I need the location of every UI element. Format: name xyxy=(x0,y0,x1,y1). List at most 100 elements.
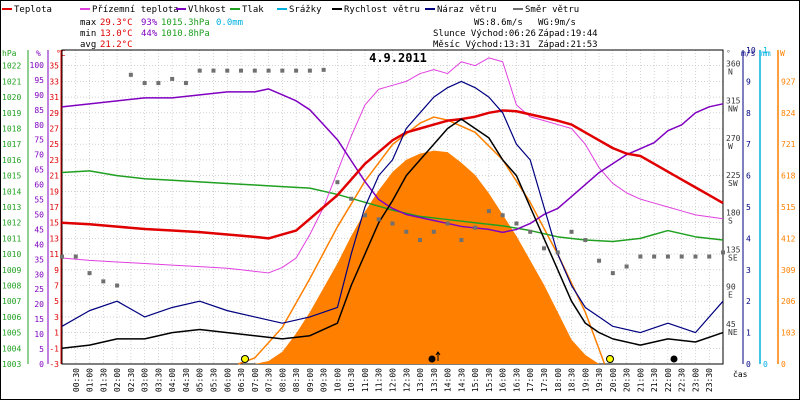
winddir-point xyxy=(445,221,450,226)
y-tick-solar: 0 xyxy=(781,360,786,369)
x-tick-label: 23:00 xyxy=(691,368,700,392)
moonrise-marker xyxy=(428,355,436,363)
y-tick-humidity: 20 xyxy=(34,300,44,309)
x-tick-label: 07:00 xyxy=(251,368,260,392)
y-tick-pressure: 1012 xyxy=(2,219,21,228)
y-tick-humidity: 30 xyxy=(34,270,44,279)
y-tick-temp: 23 xyxy=(49,156,59,165)
stat-min-press: 1010.8hPa xyxy=(161,29,210,39)
x-tick-label: 02:00 xyxy=(113,368,122,392)
x-tick-label: 14:00 xyxy=(444,368,453,392)
series-dewpoint-line xyxy=(61,57,724,274)
x-tick-label: 20:30 xyxy=(623,368,632,392)
axis-title-hpa: hPa xyxy=(2,49,17,58)
y-tick-humidity: 35 xyxy=(34,255,44,264)
y-tick-humidity: 0 xyxy=(39,360,44,369)
y-tick-direction-label: N xyxy=(728,68,733,77)
series-solar-area xyxy=(254,150,600,364)
y-tick-humidity: 70 xyxy=(34,151,44,160)
x-tick-label: 07:30 xyxy=(265,368,274,392)
x-tick-label: 22:30 xyxy=(678,368,687,392)
winddir-point xyxy=(486,209,491,214)
x-tick-label: 21:30 xyxy=(650,368,659,392)
stat-avg-label: avg xyxy=(80,40,96,50)
x-tick-label: 17:00 xyxy=(526,368,535,392)
x-tick-label: 12:00 xyxy=(389,368,398,392)
y-tick-pressure: 1004 xyxy=(2,344,21,353)
x-axis: 00:30 01:00 01:30 02:00 02:30 03:00 03:30 04:00… xyxy=(72,368,714,392)
plot-area xyxy=(60,57,725,365)
axis-title-w: W xyxy=(780,49,785,58)
x-tick-label: 13:30 xyxy=(430,368,439,392)
x-tick-label: 09:30 xyxy=(320,368,329,392)
winddir-point xyxy=(693,254,698,259)
winddir-point xyxy=(60,254,64,259)
winddir-point xyxy=(679,254,684,259)
y-tick-direction-label: NE xyxy=(728,328,738,337)
y-tick-humidity: 40 xyxy=(34,240,44,249)
y-tick-pressure: 1019 xyxy=(2,109,21,118)
y-tick-temp: 15 xyxy=(49,219,59,228)
y-tick-wind: 1 xyxy=(746,329,751,338)
winddir-point xyxy=(239,68,244,73)
y-tick-wind: 6 xyxy=(746,172,751,181)
x-tick-label: 19:00 xyxy=(581,368,590,392)
winddir-point xyxy=(197,68,202,73)
y-tick-pressure: 1021 xyxy=(2,77,21,86)
winddir-point xyxy=(431,229,436,234)
x-tick-label: 02:30 xyxy=(127,368,136,392)
stat-max-hum: 93% xyxy=(141,18,158,28)
winddir-point xyxy=(652,254,657,259)
y-tick-pressure: 1022 xyxy=(2,62,21,71)
x-tick-label: 06:30 xyxy=(237,368,246,392)
winddir-point xyxy=(555,250,560,255)
winddir-point xyxy=(514,221,519,226)
info-moon-set: Západ:21:53 xyxy=(538,40,598,50)
winddir-point xyxy=(528,229,533,234)
y-tick-pressure: 1007 xyxy=(2,297,21,306)
y-tick-wind: 5 xyxy=(746,203,751,212)
y-tick-temp: 35 xyxy=(49,62,59,71)
x-tick-label: 04:00 xyxy=(168,368,177,392)
legend-dewpoint: Přízemní teplota xyxy=(92,5,179,15)
y-tick-direction-deg: 45 xyxy=(726,320,736,329)
legend-rain: Srážky xyxy=(289,5,322,15)
stat-rain-total: 0.0mm xyxy=(216,18,243,28)
info-ws: WS:8.6m/s xyxy=(474,18,523,28)
y-tick-pressure: 1013 xyxy=(2,203,21,212)
x-tick-label: 01:00 xyxy=(86,368,95,392)
winddir-point xyxy=(541,246,546,251)
astro-markers xyxy=(241,351,678,363)
legend-temp: Teplota xyxy=(14,5,52,15)
winddir-point xyxy=(459,238,464,243)
x-tick-label: 00:30 xyxy=(72,368,81,392)
y-tick-temp: 1 xyxy=(54,329,59,338)
info-moon: Měsíc Východ:13:31 xyxy=(433,40,531,50)
winddir-point xyxy=(225,68,230,73)
winddir-point xyxy=(418,238,423,243)
x-tick-label: 11:00 xyxy=(361,368,370,392)
y-tick-humidity: 25 xyxy=(34,285,44,294)
x-tick-label: 05:30 xyxy=(209,368,218,392)
legend-winddir: Směr větru xyxy=(525,5,579,15)
y-tick-temp: 21 xyxy=(49,172,59,181)
winddir-point xyxy=(390,221,395,226)
y-tick-direction-deg: 180 xyxy=(726,208,741,217)
axis-title-deg: ° xyxy=(726,49,731,58)
y-tick-temp: 31 xyxy=(49,93,59,102)
x-tick-label: 16:00 xyxy=(499,368,508,392)
x-tick-label: 09:00 xyxy=(306,368,315,392)
winddir-point xyxy=(321,67,326,72)
sunset-marker xyxy=(606,355,614,363)
y-tick-humidity: 60 xyxy=(34,181,44,190)
winddir-point xyxy=(665,254,670,259)
y-tick-pressure: 1003 xyxy=(2,360,21,369)
y-tick-humidity: 45 xyxy=(34,225,44,234)
winddir-point xyxy=(721,250,725,255)
stat-min-temp: 13.0°C xyxy=(100,29,133,39)
x-tick-label: 16:30 xyxy=(512,368,521,392)
x-tick-label: 05:00 xyxy=(196,368,205,392)
winddir-point xyxy=(404,229,409,234)
y-tick-rain: 1 xyxy=(763,46,768,55)
y-tick-solar: 412 xyxy=(781,234,796,243)
